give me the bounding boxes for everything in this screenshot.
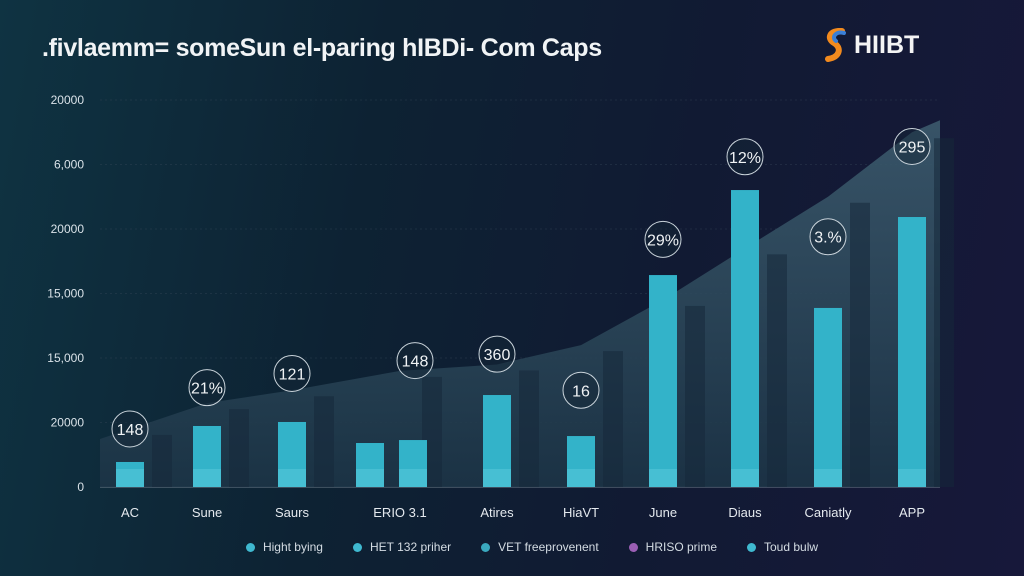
annotation-label: 148: [117, 422, 144, 439]
bar-base-highlight: [399, 469, 427, 487]
bar: [356, 443, 384, 487]
legend-swatch: [481, 542, 491, 552]
x-tick-label: Saurs: [275, 505, 309, 520]
annotation-circle: [396, 342, 434, 380]
annotation-circle: [188, 369, 226, 407]
shadow-column: [934, 138, 954, 487]
annotation-circle: [478, 335, 516, 373]
shadow-column: [152, 434, 172, 487]
trend-area: [100, 120, 940, 487]
bar: [399, 440, 427, 487]
legend-swatch: [747, 542, 756, 552]
bar-base-highlight: [483, 469, 511, 487]
chart-title: .fivlaemm= someSun el-paring hIBDi- Com …: [42, 34, 602, 62]
legend-item: HRISO prime: [628, 540, 717, 554]
x-tick-label: ERIO 3.1: [373, 505, 426, 520]
legend-label: HRISO prime: [645, 540, 717, 554]
legend-label: HET 132 priher: [369, 540, 452, 554]
bar-base-highlight: [898, 469, 926, 487]
y-tick-label: 20000: [51, 222, 85, 236]
annotation-circle: [726, 138, 764, 176]
x-tick-label: Atires: [480, 505, 514, 520]
legend-label: VET freeprovenent: [498, 540, 599, 554]
legend: Hight bying HET 132 priher VET freeprovene…: [0, 540, 1024, 554]
bar-base-highlight: [116, 469, 144, 487]
x-tick-label: June: [649, 505, 677, 520]
bar: [483, 395, 511, 487]
y-tick-label: 20000: [51, 416, 85, 430]
shadow-column: [229, 409, 249, 487]
bar: [278, 421, 306, 487]
y-tick-label: 0: [77, 480, 84, 494]
shadow-column: [603, 351, 623, 487]
annotation-label: 121: [279, 366, 306, 383]
bar-base-highlight: [193, 469, 221, 487]
x-tick-label: APP: [899, 505, 925, 520]
x-tick-label: AC: [121, 505, 139, 520]
bar-base-highlight: [278, 469, 306, 487]
legend-swatch: [628, 542, 638, 552]
bar: [898, 217, 926, 488]
brand-logo: HIIBT: [822, 28, 919, 62]
annotation-label: 21%: [191, 381, 223, 398]
bar-base-highlight: [567, 469, 595, 487]
y-tick-label: 20000: [51, 93, 85, 107]
y-tick-label: 6,000: [54, 158, 84, 172]
annotation-circle: [893, 127, 931, 165]
bar: [731, 190, 759, 488]
annotation-label: 16: [572, 383, 590, 400]
bar: [116, 461, 144, 487]
annotation-label: 12%: [729, 150, 761, 167]
legend-item: Hight bying: [245, 540, 323, 554]
logo-s-icon: [825, 28, 846, 62]
shadow-column: [685, 305, 705, 487]
legend-item: HET 132 priher: [352, 540, 452, 554]
logo-text: HIIBT: [854, 30, 920, 59]
bar: [567, 436, 595, 487]
annotation-circle: [273, 354, 311, 392]
annotation-label: 29%: [647, 232, 679, 249]
x-tick-label: Diaus: [728, 505, 762, 520]
annotation-circle: [809, 218, 847, 256]
annotation-circle: [111, 410, 149, 448]
annotation-label: 3.%: [814, 230, 842, 247]
legend-item: VET freeprovenent: [481, 540, 599, 554]
shadow-column: [767, 254, 787, 487]
y-tick-label: 15,000: [47, 351, 84, 365]
annotation-circle: [562, 371, 600, 409]
legend-label: Hight bying: [262, 540, 323, 554]
legend-swatch: [245, 542, 255, 552]
annotation-label: 360: [484, 347, 511, 364]
bar-base-highlight: [731, 469, 759, 487]
bar: [814, 307, 842, 487]
bar: [193, 425, 221, 487]
annotation-circle: [644, 220, 682, 258]
shadow-column: [314, 396, 334, 487]
annotation-label: 295: [899, 139, 926, 156]
legend-label: Toud bulw: [764, 540, 819, 554]
bar-base-highlight: [649, 469, 677, 487]
x-tick-label: Caniatly: [805, 505, 852, 520]
shadow-column: [519, 370, 539, 487]
shadow-column: [850, 202, 870, 487]
bar-base-highlight: [356, 469, 384, 487]
x-tick-label: HiaVT: [563, 505, 599, 520]
x-tick-label: Sune: [192, 505, 222, 520]
bar: [649, 275, 677, 487]
y-tick-label: 15,000: [47, 287, 84, 301]
annotation-label: 148: [402, 354, 429, 371]
legend-item: Toud bulw: [747, 540, 818, 554]
legend-swatch: [352, 542, 362, 552]
bar-base-highlight: [814, 469, 842, 487]
